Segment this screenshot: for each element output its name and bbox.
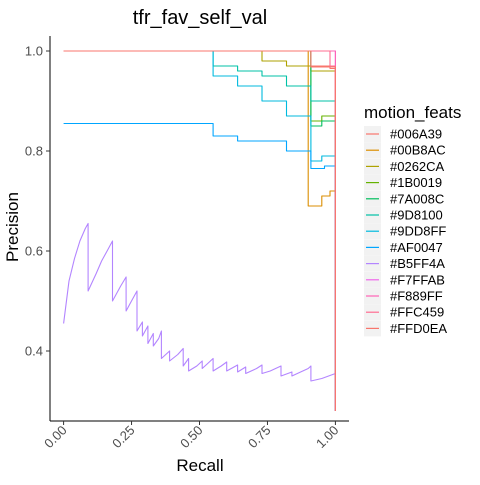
x-tick-label: 0.00 (41, 423, 70, 452)
legend-label: #006A39 (390, 127, 442, 142)
legend-label: #9DD8FF (390, 224, 446, 239)
legend: motion_feats #006A39#00B8AC#0262CA#1B001… (364, 103, 461, 337)
x-axis-label: Recall (176, 456, 223, 475)
legend-label: #9D8100 (390, 208, 443, 223)
legend-label: #FFC459 (390, 305, 444, 320)
x-tick-label: 0.75 (245, 423, 274, 452)
series-line-5 (63, 50, 336, 411)
legend-label: #AF0047 (390, 240, 443, 255)
series-line-7 (63, 122, 336, 411)
series-line-1 (63, 50, 336, 411)
legend-label: #B5FF4A (390, 256, 445, 271)
series-line-6 (63, 50, 336, 411)
legend-label: #00B8AC (390, 143, 446, 158)
legend-items: #006A39#00B8AC#0262CA#1B0019#7A008C #9D81… (364, 126, 447, 337)
legend-label: #F889FF (390, 289, 443, 304)
y-tick-label: 1.0 (25, 44, 43, 59)
series-layer (63, 50, 336, 411)
y-tick-label: 0.8 (25, 144, 43, 159)
legend-label: #FFD0EA (390, 321, 447, 336)
series-line-10 (63, 50, 336, 411)
series-line-3 (63, 50, 336, 411)
legend-label: #1B0019 (390, 175, 442, 190)
series-line-12 (63, 50, 336, 411)
legend-label: #0262CA (390, 159, 445, 174)
y-axis-label: Precision (3, 192, 22, 262)
chart-title: tfr_fav_self_val (133, 7, 268, 29)
y-tick-label: 0.4 (25, 344, 43, 359)
legend-label: #F7FFAB (390, 272, 445, 287)
series-line-0 (63, 50, 336, 411)
series-line-8 (63, 222, 336, 382)
y-tick-label: 0.6 (25, 244, 43, 259)
series-line-4 (63, 50, 336, 411)
series-line-11 (63, 50, 336, 411)
legend-label: #7A008C (390, 191, 444, 206)
series-line-2 (63, 50, 336, 411)
x-tick-label: 0.50 (177, 423, 206, 452)
axes-layer: 0.4 0.6 0.8 1.0 0.00 0.25 0.50 0.75 1.00 (25, 36, 349, 451)
x-tick-label: 0.25 (109, 423, 138, 452)
x-tick-label: 1.00 (313, 423, 342, 452)
series-line-9 (63, 50, 336, 411)
legend-title: motion_feats (364, 103, 461, 122)
